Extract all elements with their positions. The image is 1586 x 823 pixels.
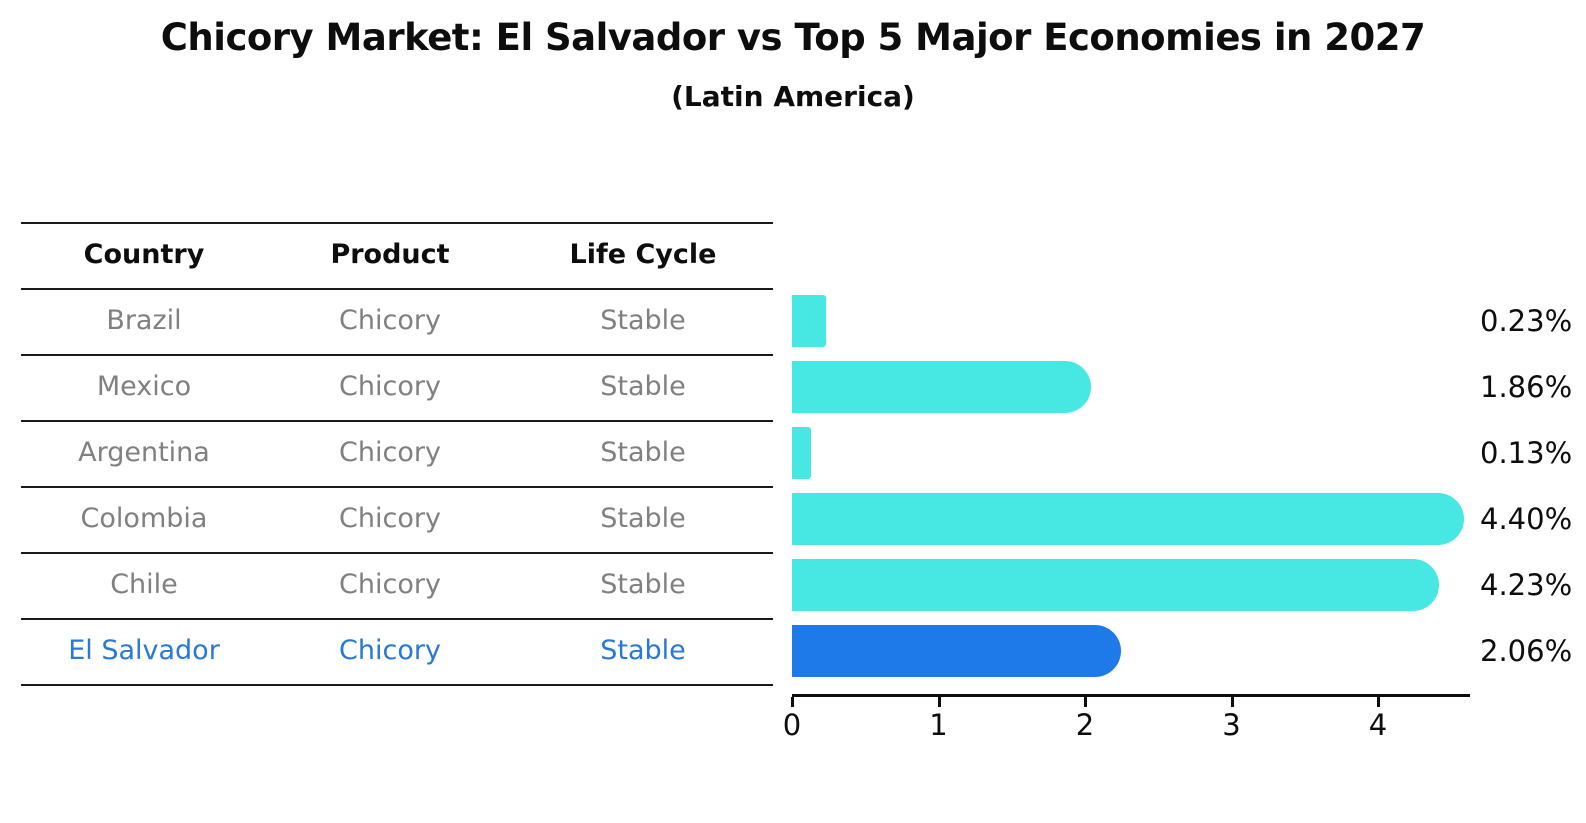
- chart-subtitle: (Latin America): [671, 80, 915, 113]
- cell-country: El Salvador: [68, 635, 220, 666]
- table-header-row: Country Product Life Cycle: [0, 222, 800, 288]
- x-tick-label: 1: [929, 708, 948, 742]
- value-label-el-salvador: 2.06%: [1480, 634, 1573, 668]
- cell-product: Chicory: [339, 569, 441, 600]
- value-label-colombia: 4.40%: [1480, 502, 1573, 536]
- table-separator-line: [21, 552, 773, 554]
- bar-el-salvador: [792, 625, 1121, 677]
- x-tick-label: 0: [782, 708, 802, 742]
- cell-life-cycle: Stable: [600, 305, 686, 336]
- bar-colombia: [792, 493, 1464, 545]
- bar-chile: [792, 559, 1439, 611]
- table-row-brazil: Brazil Chicory Stable: [0, 288, 800, 354]
- bar-brazil: [792, 295, 826, 347]
- x-tick-mark: [1084, 697, 1087, 707]
- table-separator-line: [21, 420, 773, 422]
- table-row-chile: Chile Chicory Stable: [0, 552, 800, 618]
- x-tick-label: 3: [1222, 708, 1241, 742]
- cell-product: Chicory: [339, 305, 441, 336]
- cell-product: Chicory: [339, 437, 441, 468]
- bar-argentina: [792, 427, 812, 479]
- table-separator-line: [21, 288, 773, 290]
- value-label-mexico: 1.86%: [1480, 370, 1573, 404]
- table-separator-line: [21, 354, 773, 356]
- cell-country: Argentina: [78, 437, 210, 468]
- cell-product: Chicory: [339, 371, 441, 402]
- cell-country: Colombia: [80, 503, 208, 534]
- x-tick-label: 2: [1075, 708, 1095, 742]
- bar-mexico: [792, 361, 1092, 413]
- cell-life-cycle: Stable: [600, 437, 686, 468]
- x-tick-mark: [1230, 697, 1234, 707]
- column-header-life-cycle: Life Cycle: [569, 239, 717, 270]
- column-header-country: Country: [83, 239, 205, 270]
- value-label-argentina: 0.13%: [1480, 436, 1573, 470]
- cell-life-cycle: Stable: [600, 569, 686, 600]
- cell-life-cycle: Stable: [600, 503, 686, 534]
- table-row-el-salvador: El Salvador Chicory Stable: [0, 618, 800, 684]
- cell-life-cycle: Stable: [600, 635, 686, 666]
- x-axis-line: [792, 694, 1470, 697]
- cell-product: Chicory: [339, 503, 441, 534]
- value-label-brazil: 0.23%: [1480, 304, 1573, 338]
- table-separator-line: [21, 486, 773, 488]
- cell-country: Chile: [110, 569, 178, 600]
- table-separator-line: [21, 618, 773, 620]
- chart-title: Chicory Market: El Salvador vs Top 5 Maj…: [160, 16, 1426, 59]
- cell-country: Mexico: [96, 371, 192, 402]
- x-tick-mark: [1377, 697, 1380, 707]
- table-row-argentina: Argentina Chicory Stable: [0, 420, 800, 486]
- value-label-chile: 4.23%: [1480, 568, 1573, 602]
- x-tick-label: 4: [1368, 708, 1388, 742]
- x-tick-mark: [937, 697, 941, 707]
- cell-country: Brazil: [106, 305, 182, 336]
- table-separator-line: [21, 222, 773, 224]
- cell-product: Chicory: [339, 635, 441, 666]
- x-tick-mark: [791, 697, 794, 707]
- cell-life-cycle: Stable: [600, 371, 686, 402]
- table-separator-line: [21, 684, 773, 686]
- table-row-mexico: Mexico Chicory Stable: [0, 354, 800, 420]
- table-row-colombia: Colombia Chicory Stable: [0, 486, 800, 552]
- column-header-product: Product: [330, 239, 450, 270]
